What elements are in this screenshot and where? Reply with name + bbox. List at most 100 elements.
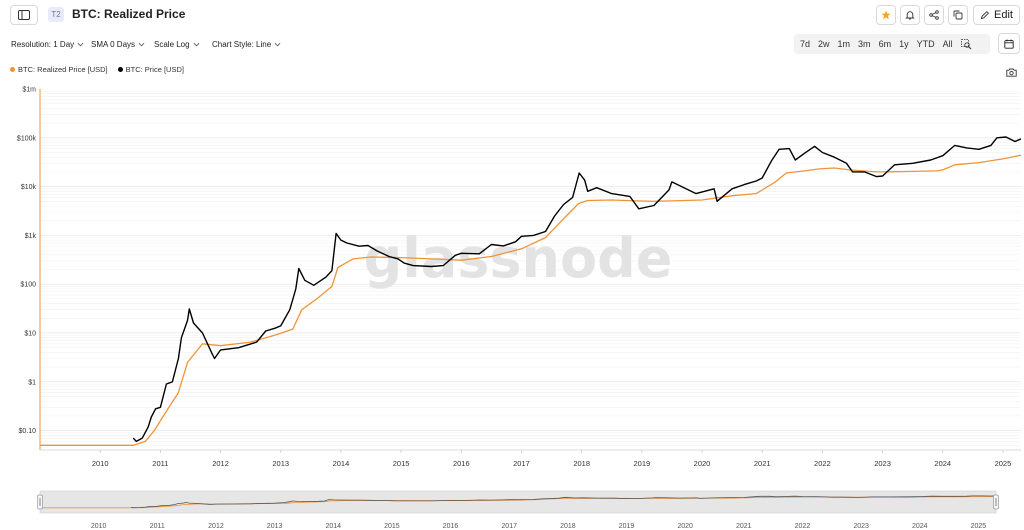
y-tick-label: $0.10 <box>18 428 36 435</box>
x-tick-label: 2014 <box>333 459 350 468</box>
navigator-right-handle[interactable] <box>993 494 999 510</box>
resolution-dropdown[interactable]: Resolution: 1 Day <box>11 34 84 54</box>
star-icon <box>881 10 891 20</box>
x-tick-label: 2013 <box>272 459 289 468</box>
x-tick-label: 2017 <box>513 459 530 468</box>
legend-dot-price <box>117 66 123 72</box>
y-tick-label: $10 <box>24 330 36 337</box>
navigator-tick-label: 2017 <box>501 523 517 530</box>
navigator-x-ticks: 2010 2011 2012 2013 2014 2015 2016 2017 2018 2019… <box>91 523 986 530</box>
navigator-tick-label: 2012 <box>208 523 224 530</box>
y-tick-label: $100k <box>17 135 37 142</box>
calendar-icon <box>1004 39 1014 49</box>
realized-price-line <box>40 154 1022 446</box>
range-7d-button[interactable]: 7d <box>800 39 811 49</box>
y-axis-ticks: $1m $100k $10k $1k $100 $10 $1 $0.10 <box>17 87 37 436</box>
navigator-tick-label: 2020 <box>677 523 693 530</box>
sma-dropdown[interactable]: SMA 0 Days <box>91 34 145 54</box>
share-icon <box>929 10 939 20</box>
navigator-tick-label: 2019 <box>619 523 635 530</box>
chevron-down-icon <box>193 42 200 46</box>
y-tick-label: $1k <box>25 233 37 240</box>
navigator-tick-label: 2016 <box>443 523 459 530</box>
btc-price-line <box>132 136 1022 443</box>
y-tick-label: $1m <box>22 87 36 94</box>
navigator-tick-label: 2015 <box>384 523 400 530</box>
navigator-selection <box>39 490 997 514</box>
range-1y-button[interactable]: 1y <box>899 39 909 49</box>
x-tick-label: 2015 <box>393 459 410 468</box>
screenshot-button[interactable] <box>1004 66 1018 78</box>
x-tick-label: 2018 <box>573 459 590 468</box>
x-tick-label: 2012 <box>212 459 229 468</box>
top-bar: T2 BTC: Realized Price Edit <box>0 0 1024 30</box>
range-6m-button[interactable]: 6m <box>878 39 892 49</box>
alert-button[interactable] <box>900 5 920 25</box>
range-1m-button[interactable]: 1m <box>837 39 851 49</box>
pencil-icon <box>980 10 990 20</box>
navigator-tick-label: 2013 <box>267 523 283 530</box>
navigator-tick-label: 2025 <box>971 523 987 530</box>
chart-style-label: Chart Style: Line <box>212 39 272 49</box>
x-tick-label: 2022 <box>814 459 831 468</box>
legend-dot-realized <box>10 66 15 72</box>
navigator-tick-label: 2021 <box>736 523 752 530</box>
zoom-select-icon <box>961 38 972 49</box>
x-tick-label: 2011 <box>152 459 168 468</box>
x-tick-label: 2010 <box>92 459 109 468</box>
date-picker-button[interactable] <box>998 33 1020 54</box>
camera-icon <box>1005 68 1017 77</box>
navigator-left-handle[interactable] <box>37 494 43 510</box>
navigator-chart[interactable]: 2010 2011 2012 2013 2014 2015 2016 2017 2018 2019… <box>0 486 1024 530</box>
range-all-button[interactable]: All <box>942 39 953 49</box>
legend-label-realized: BTC: Realized Price [USD] <box>18 64 108 74</box>
navigator-tick-label: 2018 <box>560 523 576 530</box>
bell-icon <box>905 11 915 20</box>
edit-button-label: Edit <box>994 9 1013 21</box>
chevron-down-icon <box>138 42 145 46</box>
navigator-tick-label: 2011 <box>150 523 165 530</box>
favorite-button[interactable] <box>876 5 896 25</box>
x-tick-label: 2024 <box>934 459 951 468</box>
navigator-tick-label: 2010 <box>91 523 107 530</box>
range-ytd-button[interactable]: YTD <box>916 39 935 49</box>
x-axis-ticks: 2010 2011 2012 2013 2014 2015 2016 2017 2018 2019… <box>92 450 1011 468</box>
legend-item-realized-price[interactable]: BTC: Realized Price [USD] <box>10 65 108 74</box>
navigator-tick-label: 2023 <box>853 523 869 530</box>
copy-icon <box>953 10 963 20</box>
sidebar-toggle-button[interactable] <box>10 5 38 25</box>
sma-label: SMA 0 Days <box>91 39 136 49</box>
scale-dropdown[interactable]: Scale Log <box>154 34 200 54</box>
sidebar-panel-icon <box>18 10 30 20</box>
navigator-tick-label: 2024 <box>912 523 928 530</box>
time-range-selector: 7d 2w 1m 3m 6m 1y YTD All <box>794 34 990 54</box>
edit-button[interactable]: Edit <box>973 5 1020 25</box>
share-button[interactable] <box>924 5 944 25</box>
y-tick-label: $1 <box>28 379 36 386</box>
resolution-label: Resolution: 1 Day <box>11 39 75 49</box>
x-tick-label: 2019 <box>633 459 650 468</box>
chart-style-dropdown[interactable]: Chart Style: Line <box>212 34 281 54</box>
range-2w-button[interactable]: 2w <box>818 39 830 49</box>
scale-label: Scale Log <box>154 39 190 49</box>
y-tick-label: $100 <box>20 282 36 289</box>
navigator-tick-label: 2022 <box>795 523 811 530</box>
zoom-select-button[interactable] <box>957 34 977 54</box>
x-tick-label: 2025 <box>995 459 1012 468</box>
chevron-down-icon <box>77 42 84 46</box>
x-tick-label: 2023 <box>874 459 891 468</box>
tier-badge: T2 <box>48 7 64 22</box>
range-3m-button[interactable]: 3m <box>858 39 871 49</box>
legend-label-price: BTC: Price [USD] <box>125 64 184 74</box>
legend-item-price[interactable]: BTC: Price [USD] <box>117 64 184 74</box>
x-tick-label: 2016 <box>453 459 470 468</box>
chart-legend: BTC: Realized Price [USD] BTC: Price [US… <box>10 63 184 75</box>
x-tick-label: 2020 <box>694 459 711 468</box>
navigator-price-line <box>130 495 997 509</box>
y-tick-label: $10k <box>21 184 37 191</box>
chevron-down-icon <box>274 42 281 46</box>
duplicate-button[interactable] <box>948 5 968 25</box>
x-tick-label: 2021 <box>754 459 771 468</box>
page-title: BTC: Realized Price <box>72 7 186 21</box>
